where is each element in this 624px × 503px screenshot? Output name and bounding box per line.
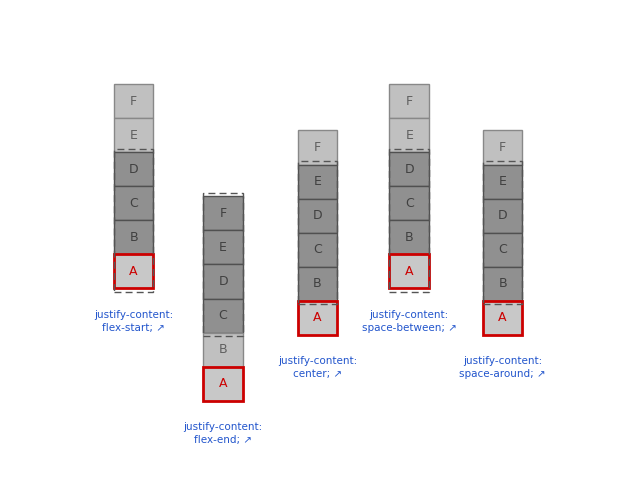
Text: C: C [405, 197, 414, 210]
Text: C: C [313, 243, 322, 256]
Text: D: D [498, 209, 507, 222]
FancyBboxPatch shape [483, 233, 522, 267]
Text: B: B [499, 277, 507, 290]
Text: A: A [405, 265, 414, 278]
Text: B: B [405, 231, 414, 244]
FancyBboxPatch shape [298, 199, 337, 233]
FancyBboxPatch shape [203, 367, 243, 401]
Text: E: E [219, 241, 227, 254]
FancyBboxPatch shape [203, 299, 243, 332]
Text: E: E [499, 175, 507, 188]
FancyBboxPatch shape [203, 332, 243, 367]
FancyBboxPatch shape [203, 196, 243, 230]
FancyBboxPatch shape [114, 118, 154, 152]
FancyBboxPatch shape [203, 230, 243, 265]
Text: A: A [499, 311, 507, 324]
Text: justify-content:
space-between; ↗: justify-content: space-between; ↗ [362, 310, 457, 333]
FancyBboxPatch shape [114, 84, 154, 118]
FancyBboxPatch shape [114, 220, 154, 255]
FancyBboxPatch shape [483, 267, 522, 301]
FancyBboxPatch shape [389, 84, 429, 118]
FancyBboxPatch shape [298, 233, 337, 267]
FancyBboxPatch shape [389, 186, 429, 220]
FancyBboxPatch shape [203, 265, 243, 299]
Text: E: E [313, 175, 321, 188]
FancyBboxPatch shape [389, 118, 429, 152]
Text: A: A [129, 265, 138, 278]
FancyBboxPatch shape [298, 301, 337, 335]
FancyBboxPatch shape [483, 164, 522, 199]
Text: F: F [220, 207, 227, 220]
Text: justify-content:
flex-end; ↗: justify-content: flex-end; ↗ [183, 422, 263, 445]
Text: D: D [313, 209, 322, 222]
FancyBboxPatch shape [298, 164, 337, 199]
Text: A: A [219, 377, 227, 390]
Text: A: A [313, 311, 321, 324]
FancyBboxPatch shape [114, 255, 154, 289]
FancyBboxPatch shape [389, 152, 429, 186]
FancyBboxPatch shape [298, 267, 337, 301]
Text: justify-content:
center; ↗: justify-content: center; ↗ [278, 356, 357, 379]
Text: F: F [130, 95, 137, 108]
FancyBboxPatch shape [483, 130, 522, 164]
Text: B: B [219, 343, 227, 356]
Text: D: D [404, 162, 414, 176]
Text: D: D [129, 162, 139, 176]
Text: E: E [130, 129, 137, 142]
Text: B: B [129, 231, 138, 244]
Text: C: C [218, 309, 228, 322]
Text: C: C [498, 243, 507, 256]
FancyBboxPatch shape [114, 186, 154, 220]
Text: D: D [218, 275, 228, 288]
FancyBboxPatch shape [389, 255, 429, 289]
FancyBboxPatch shape [114, 152, 154, 186]
Text: F: F [406, 95, 413, 108]
Text: justify-content:
space-around; ↗: justify-content: space-around; ↗ [459, 356, 546, 379]
FancyBboxPatch shape [483, 301, 522, 335]
FancyBboxPatch shape [389, 220, 429, 255]
Text: E: E [406, 129, 413, 142]
FancyBboxPatch shape [483, 199, 522, 233]
Text: B: B [313, 277, 322, 290]
Text: F: F [314, 141, 321, 154]
FancyBboxPatch shape [298, 130, 337, 164]
Text: justify-content:
flex-start; ↗: justify-content: flex-start; ↗ [94, 310, 173, 333]
Text: F: F [499, 141, 506, 154]
Text: C: C [129, 197, 138, 210]
